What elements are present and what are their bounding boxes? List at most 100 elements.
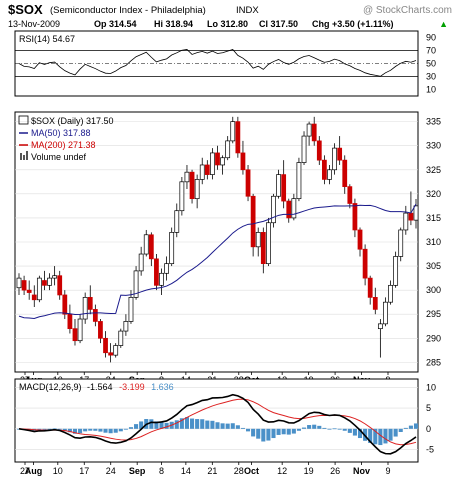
- macd-histogram-bar: [393, 428, 398, 437]
- candle-body: [250, 195, 256, 248]
- candle-body: [398, 229, 404, 257]
- candle-body: [179, 181, 185, 212]
- candle-body: [92, 309, 98, 322]
- candle-body: [210, 152, 215, 175]
- x-tick-label: 12: [277, 466, 287, 476]
- candle-body: [36, 277, 42, 301]
- price-tick-label: 310: [426, 237, 441, 247]
- macd-histogram-bar: [62, 428, 67, 431]
- macd-histogram-bar: [93, 428, 98, 431]
- macd-histogram-bar: [184, 417, 189, 429]
- macd-histogram-bar: [246, 428, 251, 432]
- rsi-line: [18, 48, 417, 77]
- candle-body: [138, 253, 144, 272]
- macd-histogram-bar: [383, 428, 388, 444]
- price-tick-label: 335: [426, 117, 441, 127]
- candle-body: [123, 321, 129, 332]
- macd-histogram-bar: [307, 425, 312, 429]
- macd-histogram-bar: [139, 421, 144, 429]
- candle-body: [169, 232, 175, 265]
- macd-value: -1.564: [87, 382, 113, 392]
- legend-ma50: MA(50) 317.88: [31, 128, 91, 138]
- candle-body: [194, 179, 200, 200]
- macd-histogram-bar: [47, 428, 52, 430]
- macd-line: [18, 393, 417, 455]
- macd-histogram-bar: [42, 428, 47, 430]
- candle-body: [367, 277, 373, 298]
- macd-histogram-bar: [37, 428, 42, 430]
- macd-tick-label: 0: [426, 424, 431, 434]
- candle-body: [352, 203, 358, 231]
- macd-histogram-bar: [190, 418, 195, 429]
- candle-body: [77, 318, 83, 342]
- quote-high: Hi 318.94: [154, 19, 193, 29]
- x-tick-label: 26: [330, 466, 340, 476]
- macd-label: MACD(12,26,9) -1.564 -3.199 1.636: [19, 382, 174, 392]
- symbol-title: $SOX: [8, 2, 43, 17]
- candle-body: [189, 171, 195, 200]
- macd-histogram-bar: [149, 419, 154, 429]
- x-tick-label: 9: [385, 466, 390, 476]
- macd-histogram-bar: [301, 427, 307, 429]
- candle-body: [72, 328, 78, 342]
- x-tick-label: 8: [159, 466, 164, 476]
- macd-histogram-bar: [271, 428, 276, 439]
- x-tick-label: 10: [53, 466, 63, 476]
- macd-histogram-bar: [240, 427, 245, 429]
- candle-body: [377, 323, 383, 330]
- candle-body: [383, 301, 388, 325]
- candle-body: [388, 284, 393, 303]
- macd-histogram-bar: [357, 428, 363, 439]
- exchange-label: INDX: [236, 5, 259, 16]
- price-legend: $SOX (Daily) 317.50 MA(50) 317.88 MA(200…: [18, 115, 114, 162]
- quote-close: Cl 317.50: [259, 19, 298, 29]
- macd-histogram-bar: [332, 428, 337, 430]
- change-arrow-icon: ▲: [439, 19, 448, 29]
- candle-body: [133, 270, 139, 298]
- signal-value: -3.199: [119, 382, 145, 392]
- macd-histogram-bar: [337, 428, 342, 430]
- candle-body: [281, 174, 287, 202]
- legend-volume: Volume undef: [31, 152, 87, 162]
- macd-histogram-bar: [327, 428, 332, 430]
- candle-body: [87, 297, 93, 310]
- macd-histogram-bar: [388, 428, 393, 441]
- candle-body: [403, 212, 409, 231]
- candle-body: [215, 152, 220, 166]
- candle-body: [393, 256, 399, 286]
- candle-body: [225, 140, 231, 159]
- candle-body: [164, 263, 169, 274]
- candle-body: [235, 121, 241, 154]
- x-tick-label: 14: [181, 466, 191, 476]
- macd-histogram-bar: [373, 428, 378, 445]
- macd-histogram-bar: [78, 428, 83, 434]
- candle-body: [103, 337, 108, 354]
- macd-histogram-bar: [57, 428, 62, 430]
- x-tick-label: Oct: [244, 466, 259, 476]
- candle-body: [154, 258, 159, 286]
- macd-histogram-bar: [235, 425, 240, 429]
- x-tick-label: Sep: [129, 466, 146, 476]
- x-tick-label: 21: [207, 466, 217, 476]
- macd-histogram-bar: [195, 419, 200, 429]
- macd-tick-label: 5: [426, 403, 431, 413]
- macd-histogram-bar: [154, 421, 159, 429]
- candle-body: [311, 123, 317, 142]
- candle-body: [337, 147, 343, 161]
- x-tick-label: 19: [304, 466, 314, 476]
- candle-body: [113, 345, 119, 356]
- macd-histogram-bar: [266, 428, 271, 441]
- candle-body: [316, 140, 322, 161]
- candle-body: [220, 157, 225, 166]
- candle-body: [47, 277, 52, 286]
- candle-body: [306, 123, 312, 137]
- macd-histogram-bar: [164, 422, 169, 429]
- rsi-panel: RSI(14) 54.67 90 70 50 30 10: [14, 30, 436, 97]
- macd-histogram-bar: [200, 419, 205, 429]
- macd-histogram-bar: [174, 420, 179, 429]
- macd-histogram-bar: [67, 428, 72, 433]
- candle-body: [321, 159, 327, 180]
- macd-histogram-bar: [179, 418, 184, 429]
- x-tick-label: Aug: [25, 466, 43, 476]
